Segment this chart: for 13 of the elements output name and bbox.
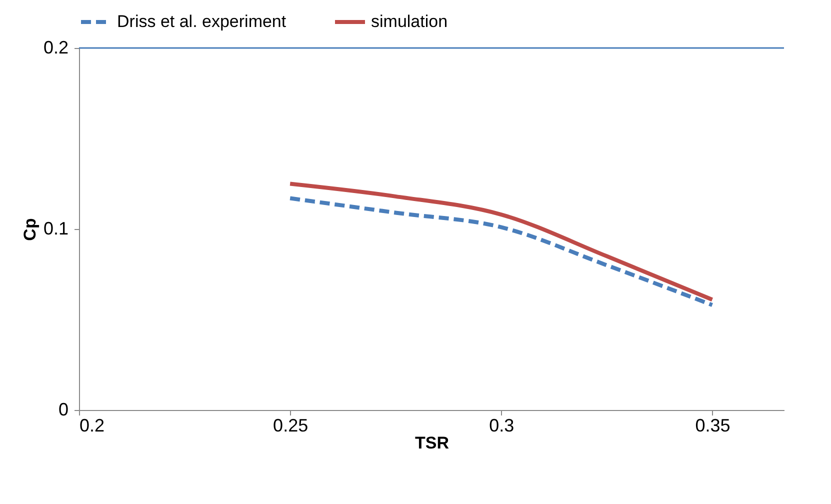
y-tick-label: 0.1 <box>43 218 68 238</box>
line-series <box>288 196 714 308</box>
line-series <box>288 182 714 302</box>
x-tick-label: 0.35 <box>695 416 730 436</box>
y-tick-label: 0 <box>58 400 68 420</box>
y-axis-title: Cp <box>20 218 40 241</box>
legend-label: Driss et al. experiment <box>117 12 286 31</box>
x-axis-title: TSR <box>415 434 449 452</box>
x-tick-label: 0.25 <box>273 416 308 436</box>
x-tick-label: 0.2 <box>80 416 105 436</box>
y-tick-label: 0.2 <box>43 38 68 58</box>
x-tick-label: 0.3 <box>489 416 514 436</box>
legend-label: simulation <box>371 12 448 31</box>
